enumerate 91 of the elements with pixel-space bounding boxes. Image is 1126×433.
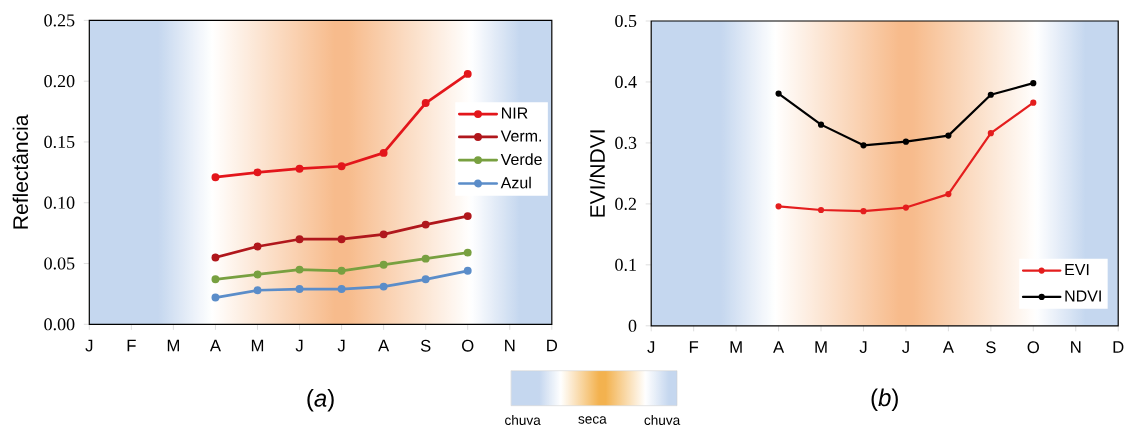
point <box>987 130 994 137</box>
point <box>337 266 346 275</box>
x-tick-label: J <box>647 341 655 353</box>
point <box>253 168 262 177</box>
text: chuva <box>644 415 681 425</box>
point <box>379 148 388 157</box>
point <box>421 275 430 284</box>
x-tick-label: F <box>127 339 136 352</box>
x-tick-label: A <box>209 339 221 352</box>
point <box>817 121 825 128</box>
point <box>945 132 952 139</box>
point <box>337 285 346 293</box>
y-tick-label: 0.10 <box>44 196 75 209</box>
point <box>379 230 388 239</box>
y-axis-title: Reflectância <box>12 114 29 229</box>
legend-label: Azul <box>500 176 531 189</box>
x-tick-label: O <box>1027 341 1039 354</box>
legend-label: EVI <box>1065 264 1089 276</box>
point <box>253 242 262 251</box>
x-tick-label: D <box>547 339 558 352</box>
point <box>1030 80 1037 87</box>
x-tick-label: A <box>942 341 954 353</box>
point <box>379 260 388 269</box>
x-tick-label: M <box>251 339 264 352</box>
y-tick-label: 0.4 <box>615 75 637 89</box>
x-tick-label: J <box>337 339 345 352</box>
point <box>463 69 472 78</box>
point <box>295 265 304 274</box>
point <box>463 212 472 221</box>
y-tick-label: 0.1 <box>615 258 636 271</box>
point <box>211 253 220 262</box>
x-tick-label: S <box>986 341 996 354</box>
point <box>463 248 472 257</box>
point <box>379 282 388 291</box>
y-tick-label: 0.5 <box>615 14 637 28</box>
text: (a) <box>307 389 334 412</box>
point <box>987 91 994 98</box>
text: (b) <box>871 388 898 411</box>
legend-label: Verm. <box>500 130 542 142</box>
y-axis-title: EVI/NDVI <box>589 130 605 217</box>
point <box>211 173 220 182</box>
point <box>211 275 220 284</box>
point <box>337 235 346 244</box>
point <box>860 208 867 215</box>
x-tick-label: J <box>295 339 303 352</box>
point <box>421 99 430 108</box>
point <box>211 293 220 302</box>
text: chuva <box>505 415 541 425</box>
point <box>421 254 430 263</box>
x-tick-label: O <box>462 339 474 352</box>
legend-label: NIR <box>502 107 528 119</box>
y-tick-label: 0.20 <box>44 75 75 88</box>
x-tick-label: M <box>815 341 827 353</box>
point <box>775 90 782 97</box>
legend-label: NDVI <box>1065 290 1101 302</box>
x-tick-label: D <box>1113 341 1124 353</box>
point <box>463 266 472 275</box>
point <box>295 285 304 293</box>
point <box>253 270 262 279</box>
y-tick-label: 0 <box>628 319 637 332</box>
x-tick-label: M <box>730 341 742 353</box>
x-tick-label: J <box>859 341 867 353</box>
y-tick-label: 0.25 <box>44 14 75 27</box>
point <box>295 235 304 244</box>
x-tick-label: J <box>902 341 909 353</box>
text: seca <box>578 416 607 424</box>
x-tick-label: J <box>85 339 93 352</box>
x-tick-label: M <box>167 339 179 352</box>
y-tick-label: 0.2 <box>615 197 637 210</box>
x-tick-label: N <box>505 339 515 352</box>
point <box>945 191 952 198</box>
y-tick-label: 0.00 <box>44 318 75 331</box>
x-tick-label: F <box>689 341 699 353</box>
y-tick-label: 0.15 <box>44 135 75 149</box>
point <box>902 204 910 211</box>
y-tick-label: 0.3 <box>615 136 637 150</box>
point <box>902 138 910 145</box>
point <box>337 162 346 171</box>
x-tick-label: N <box>1071 341 1081 353</box>
x-tick-label: A <box>773 341 785 353</box>
x-tick-label: S <box>420 339 431 352</box>
y-tick-label: 0.05 <box>44 257 75 270</box>
point <box>775 203 782 210</box>
x-tick-label: A <box>378 339 390 352</box>
legend-label: Verde <box>500 153 542 166</box>
point <box>860 142 867 149</box>
point <box>253 286 262 295</box>
point <box>421 220 430 229</box>
point <box>1030 99 1037 106</box>
point <box>817 206 825 214</box>
point <box>295 164 304 173</box>
